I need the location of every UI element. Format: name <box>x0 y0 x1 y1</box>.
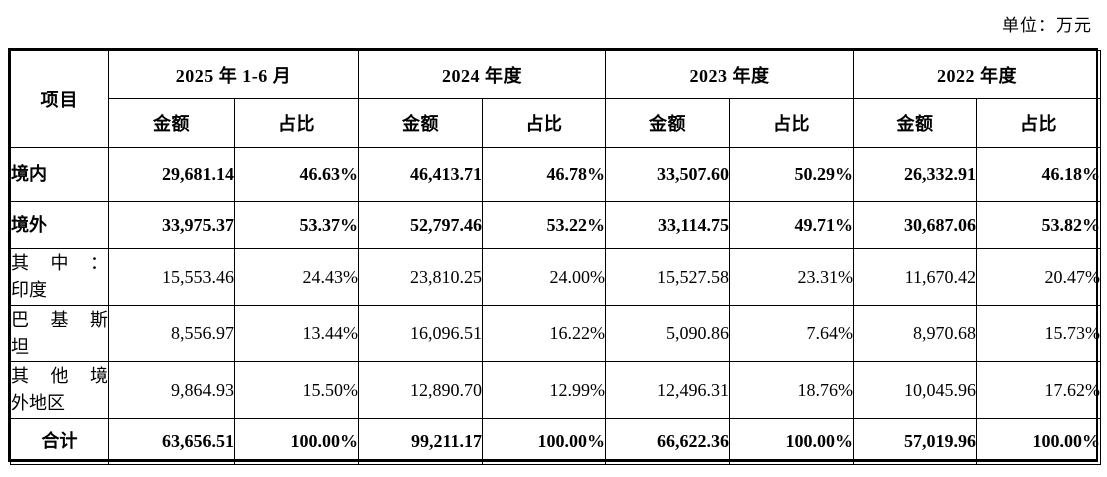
cell-share: 100.00% <box>482 418 606 465</box>
cell-amount: 15,553.46 <box>108 248 235 306</box>
table-row-domestic: 境内 29,681.14 46.63% 46,413.71 46.78% 33,… <box>10 147 1101 202</box>
column-header-period-2023: 2023 年度 <box>605 50 854 99</box>
row-label: 巴基斯坦 <box>10 305 109 362</box>
table-row-pakistan: 巴基斯坦 8,556.97 13.44% 16,096.51 16.22% 5,… <box>10 305 1101 362</box>
cell-amount: 9,864.93 <box>108 361 235 419</box>
cell-amount: 26,332.91 <box>853 147 977 202</box>
cell-share: 100.00% <box>729 418 854 465</box>
column-header-period-2025: 2025 年 1-6 月 <box>108 50 359 99</box>
cell-amount: 57,019.96 <box>853 418 977 465</box>
cell-share: 7.64% <box>729 305 854 362</box>
column-header-amount: 金额 <box>108 98 235 148</box>
cell-share: 46.63% <box>234 147 359 202</box>
column-header-item: 项目 <box>10 50 109 148</box>
unit-label: 单位：万元 <box>1002 16 1092 35</box>
cell-share: 17.62% <box>976 361 1101 419</box>
revenue-by-region-table: 项目 2025 年 1-6 月 2024 年度 2023 年度 2022 年度 … <box>8 48 1101 465</box>
cell-share: 46.78% <box>482 147 606 202</box>
cell-amount: 66,622.36 <box>605 418 730 465</box>
cell-share: 53.22% <box>482 201 606 249</box>
cell-share: 53.37% <box>234 201 359 249</box>
row-label: 其中：印度 <box>10 248 109 306</box>
cell-share: 24.43% <box>234 248 359 306</box>
cell-amount: 30,687.06 <box>853 201 977 249</box>
row-label: 境外 <box>10 201 109 249</box>
column-header-period-2024: 2024 年度 <box>358 50 606 99</box>
cell-amount: 10,045.96 <box>853 361 977 419</box>
column-header-amount: 金额 <box>853 98 977 148</box>
column-header-amount: 金额 <box>605 98 730 148</box>
cell-amount: 33,507.60 <box>605 147 730 202</box>
cell-amount: 46,413.71 <box>358 147 483 202</box>
cell-share: 15.73% <box>976 305 1101 362</box>
row-label: 合计 <box>10 418 109 465</box>
cell-amount: 16,096.51 <box>358 305 483 362</box>
cell-share: 24.00% <box>482 248 606 306</box>
column-header-share: 占比 <box>976 98 1101 148</box>
column-header-share: 占比 <box>482 98 606 148</box>
cell-share: 46.18% <box>976 147 1101 202</box>
table-body: 境内 29,681.14 46.63% 46,413.71 46.78% 33,… <box>10 147 1101 465</box>
cell-share: 15.50% <box>234 361 359 419</box>
cell-share: 50.29% <box>729 147 854 202</box>
row-label: 其他境外地区 <box>10 361 109 419</box>
cell-share: 49.71% <box>729 201 854 249</box>
row-label: 境内 <box>10 147 109 202</box>
cell-amount: 11,670.42 <box>853 248 977 306</box>
cell-amount: 33,114.75 <box>605 201 730 249</box>
table-row-total: 合计 63,656.51 100.00% 99,211.17 100.00% 6… <box>10 418 1101 465</box>
cell-amount: 5,090.86 <box>605 305 730 362</box>
column-header-share: 占比 <box>729 98 854 148</box>
cell-amount: 12,496.31 <box>605 361 730 419</box>
cell-share: 18.76% <box>729 361 854 419</box>
table-row-other-overseas: 其他境外地区 9,864.93 15.50% 12,890.70 12.99% … <box>10 361 1101 419</box>
cell-share: 100.00% <box>234 418 359 465</box>
header-row-measures: 金额 占比 金额 占比 金额 占比 金额 占比 <box>11 98 1101 148</box>
cell-amount: 8,970.68 <box>853 305 977 362</box>
cell-share: 23.31% <box>729 248 854 306</box>
column-header-amount: 金额 <box>358 98 483 148</box>
table-row-overseas: 境外 33,975.37 53.37% 52,797.46 53.22% 33,… <box>10 201 1101 249</box>
cell-share: 20.47% <box>976 248 1101 306</box>
table-row-india: 其中：印度 15,553.46 24.43% 23,810.25 24.00% … <box>10 248 1101 306</box>
cell-share: 13.44% <box>234 305 359 362</box>
cell-share: 100.00% <box>976 418 1101 465</box>
cell-amount: 12,890.70 <box>358 361 483 419</box>
cell-amount: 8,556.97 <box>108 305 235 362</box>
column-header-share: 占比 <box>234 98 359 148</box>
cell-amount: 15,527.58 <box>605 248 730 306</box>
cell-amount: 52,797.46 <box>358 201 483 249</box>
column-header-period-2022: 2022 年度 <box>853 50 1101 99</box>
cell-amount: 63,656.51 <box>108 418 235 465</box>
cell-share: 12.99% <box>482 361 606 419</box>
cell-amount: 99,211.17 <box>358 418 483 465</box>
cell-amount: 33,975.37 <box>108 201 235 249</box>
cell-amount: 23,810.25 <box>358 248 483 306</box>
header-row-periods: 项目 2025 年 1-6 月 2024 年度 2023 年度 2022 年度 <box>10 50 1101 148</box>
table-header: 项目 2025 年 1-6 月 2024 年度 2023 年度 2022 年度 … <box>10 50 1101 148</box>
cell-share: 16.22% <box>482 305 606 362</box>
cell-amount: 29,681.14 <box>108 147 235 202</box>
table: 项目 2025 年 1-6 月 2024 年度 2023 年度 2022 年度 … <box>10 50 1101 465</box>
cell-share: 53.82% <box>976 201 1101 249</box>
